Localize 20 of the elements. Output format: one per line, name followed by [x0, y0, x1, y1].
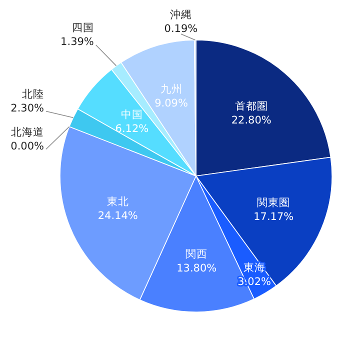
slice-label: 関西	[186, 248, 208, 260]
data-label: 9.09%	[154, 97, 188, 110]
data-label: 6.12%	[115, 123, 149, 136]
slice-label: 沖縄	[170, 8, 192, 21]
data-label: 24.14%	[98, 210, 138, 222]
data-label: 0.19%	[164, 23, 198, 35]
data-label: 22.80%	[231, 114, 272, 126]
data-label: 2.30%	[10, 102, 44, 114]
slice-label: 九州	[160, 82, 182, 96]
slice-label: 中国	[120, 108, 143, 122]
slice-label: 首都圏	[234, 99, 268, 112]
data-label: 13.80%	[176, 262, 217, 274]
data-label: 17.17%	[254, 210, 294, 223]
legend-label: 北海道	[11, 125, 44, 138]
slice-label: 東北	[106, 194, 129, 208]
text: 0.00%	[10, 140, 44, 152]
slice-label: 北陸	[22, 87, 44, 100]
data-label: 1.39%	[60, 36, 94, 48]
slice-label: 四国	[72, 22, 94, 34]
slice-label: 関東圏	[257, 196, 290, 209]
